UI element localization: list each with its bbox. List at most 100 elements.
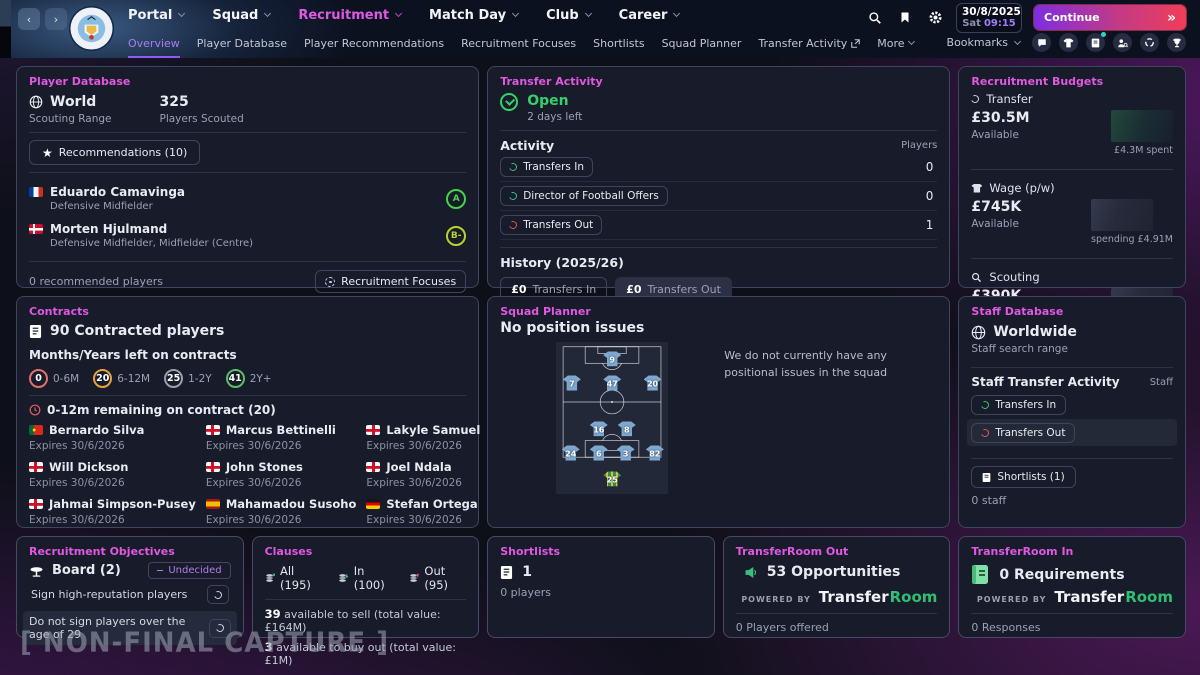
transfers-out-button[interactable]: Transfers Out (500, 215, 603, 235)
clauses-sell-line: 39 available to sell (total value: £164M… (264, 607, 441, 634)
menu-career[interactable]: Career (619, 8, 681, 23)
card-shortlists: Shortlists 1 0 players (487, 536, 715, 638)
megaphone-icon (745, 566, 756, 578)
menu-portal[interactable]: Portal (128, 8, 186, 23)
chevron-down-icon (512, 9, 520, 18)
dof-offers-button[interactable]: Director of Football Offers (500, 186, 668, 206)
menu-match-day[interactable]: Match Day (429, 8, 520, 23)
staff-transfers-out-button[interactable]: Transfers Out (971, 423, 1076, 443)
notebook-icon[interactable] (1086, 32, 1106, 52)
formation-pitch[interactable]: 9 7 47 20 16 8 24 6 3 82 25 (556, 342, 669, 494)
tab-recruitment-focuses[interactable]: Recruitment Focuses (461, 36, 577, 50)
tab-squad-planner[interactable]: Squad Planner (661, 36, 742, 50)
bucket-6-12m[interactable]: 20 6-12M (93, 369, 150, 388)
tab-more[interactable]: More (877, 33, 915, 56)
activity-row: Transfers In 0 (500, 153, 938, 182)
clauses-buyout-line: 3 available to buy out (total value: £1M… (264, 640, 456, 667)
formation-shirt-goalkeeper[interactable]: 25 (603, 471, 622, 487)
players-scouted-stat[interactable]: 325 Players Scouted (159, 94, 244, 125)
clauses-filter-all[interactable]: All (195) (265, 564, 323, 592)
recommendations-button[interactable]: ★ Recommendations (10) (29, 140, 201, 165)
tab-overview[interactable]: Overview (128, 33, 180, 56)
expiring-player[interactable]: Will Dickson Expires 30/6/2026 (29, 460, 129, 489)
transfers-in-count: 0 (925, 160, 934, 174)
card-title: Shortlists (500, 545, 561, 558)
formation-shirt[interactable]: 9 (603, 351, 622, 367)
continue-button[interactable]: Continue » (1034, 5, 1186, 31)
transfers-in-button[interactable]: Transfers In (500, 157, 593, 177)
sync-icon[interactable] (1140, 33, 1159, 52)
dof-offers-count: 0 (925, 189, 934, 203)
staff-shortlists-button[interactable]: Shortlists (1) (971, 466, 1076, 488)
clauses-filter-out[interactable]: Out (95) (409, 564, 466, 592)
game-date[interactable]: 30/8/2025 Sat 09:15 (956, 3, 1022, 33)
recruitment-focuses-button[interactable]: Recruitment Focuses (315, 270, 467, 293)
card-player-database: Player Database World Scouting Range 325… (16, 66, 480, 293)
club-crest-manchester-city[interactable] (68, 5, 115, 52)
formation-shirt[interactable]: 24 (561, 445, 580, 461)
flag-germany-icon (366, 499, 381, 509)
formation-shirt[interactable]: 82 (645, 445, 664, 461)
expiring-player[interactable]: Mahamadou Susoho Expires 30/6/2026 (205, 497, 357, 526)
expiring-player[interactable]: Bernardo Silva Expires 30/6/2026 (29, 423, 145, 452)
tab-player-recommendations[interactable]: Player Recommendations (304, 36, 445, 50)
shirt-icon (971, 183, 983, 193)
card-transfer-activity: Transfer Activity Open 2 days left Activ… (487, 66, 951, 302)
expiring-player[interactable]: Lakyle Samuel Expires 30/6/2026 (366, 423, 481, 452)
tab-shortlists[interactable]: Shortlists (593, 36, 645, 50)
flag-denmark-icon (29, 224, 43, 234)
formation-shirt[interactable]: 6 (589, 445, 608, 461)
bookmark-icon[interactable] (896, 9, 914, 27)
formation-shirt[interactable]: 47 (603, 375, 622, 391)
forward-button[interactable]: › (45, 8, 67, 30)
menu-squad[interactable]: Squad (212, 8, 272, 23)
trophy-icon[interactable] (1167, 33, 1186, 52)
activity-row: Director of Football Offers 0 (500, 182, 938, 211)
formation-shirt[interactable]: 8 (617, 421, 636, 437)
undecided-status-badge[interactable]: Undecided (148, 562, 231, 579)
transfer-in-icon (980, 399, 991, 411)
clock-icon (29, 404, 41, 416)
scout-search-icon[interactable] (1113, 33, 1132, 52)
search-icon[interactable] (866, 9, 884, 27)
expiring-player[interactable]: Marcus Bettinelli Expires 30/6/2026 (205, 423, 336, 452)
expiring-player[interactable]: John Stones Expires 30/6/2026 (205, 460, 303, 489)
staff-column-header: Staff (1149, 376, 1173, 388)
formation-shirt[interactable]: 7 (562, 375, 581, 391)
objective-history-button[interactable] (206, 585, 229, 604)
chevron-down-icon (584, 9, 592, 18)
scouting-range-stat[interactable]: World Scouting Range (29, 94, 112, 125)
gear-icon[interactable] (926, 9, 944, 27)
shirt-icon[interactable] (1059, 33, 1078, 52)
transfer-budget-section[interactable]: Transfer £30.5M Available £4.3M spent (970, 92, 1173, 156)
divider (971, 169, 1173, 170)
expiring-player[interactable]: Stefan Ortega Expires 30/6/2026 (366, 497, 478, 526)
recommended-player-row[interactable]: Morten Hjulmand Defensive Midfielder, Mi… (29, 217, 467, 254)
bucket-2y-plus[interactable]: 41 2Y+ (225, 369, 272, 388)
chat-icon[interactable] (1032, 33, 1051, 52)
wage-budget-section[interactable]: Wage (p/w) £745K Available spending £4.9… (971, 181, 1173, 245)
staff-search-range[interactable]: Worldwide Staff search range (971, 324, 1077, 355)
expiring-player[interactable]: Joel Ndala Expires 30/6/2026 (366, 460, 462, 489)
tab-player-database[interactable]: Player Database (196, 36, 288, 50)
menu-recruitment[interactable]: Recruitment (298, 8, 403, 23)
bucket-1-2y[interactable]: 25 1-2Y (164, 369, 212, 388)
requirements-notebook-icon (972, 565, 989, 584)
contracts-subheading: Months/Years left on contracts (29, 348, 237, 362)
tab-transfer-activity[interactable]: Transfer Activity (758, 33, 861, 56)
bookmarks-dropdown[interactable]: Bookmarks (947, 36, 1022, 49)
formation-shirt[interactable]: 16 (589, 421, 608, 437)
back-button[interactable]: ‹ (18, 8, 40, 30)
bucket-0-6m[interactable]: 0 0-6M (29, 369, 79, 388)
menu-club[interactable]: Club (546, 8, 592, 23)
responses-note: 0 Responses (971, 621, 1041, 634)
objective-history-button[interactable] (208, 618, 231, 638)
formation-shirt[interactable]: 3 (616, 445, 635, 461)
formation-shirt[interactable]: 20 (643, 375, 662, 391)
players-column-header: Players (901, 140, 938, 151)
expiring-player[interactable]: Jahmai Simpson-Pusey Expires 30/6/2026 (29, 497, 196, 526)
clauses-filter-in[interactable]: In (100) (338, 564, 393, 592)
coins-out-icon (410, 573, 420, 582)
staff-transfers-in-button[interactable]: Transfers In (971, 395, 1067, 415)
recommended-player-row[interactable]: Eduardo Camavinga Defensive Midfielder A (29, 180, 467, 217)
